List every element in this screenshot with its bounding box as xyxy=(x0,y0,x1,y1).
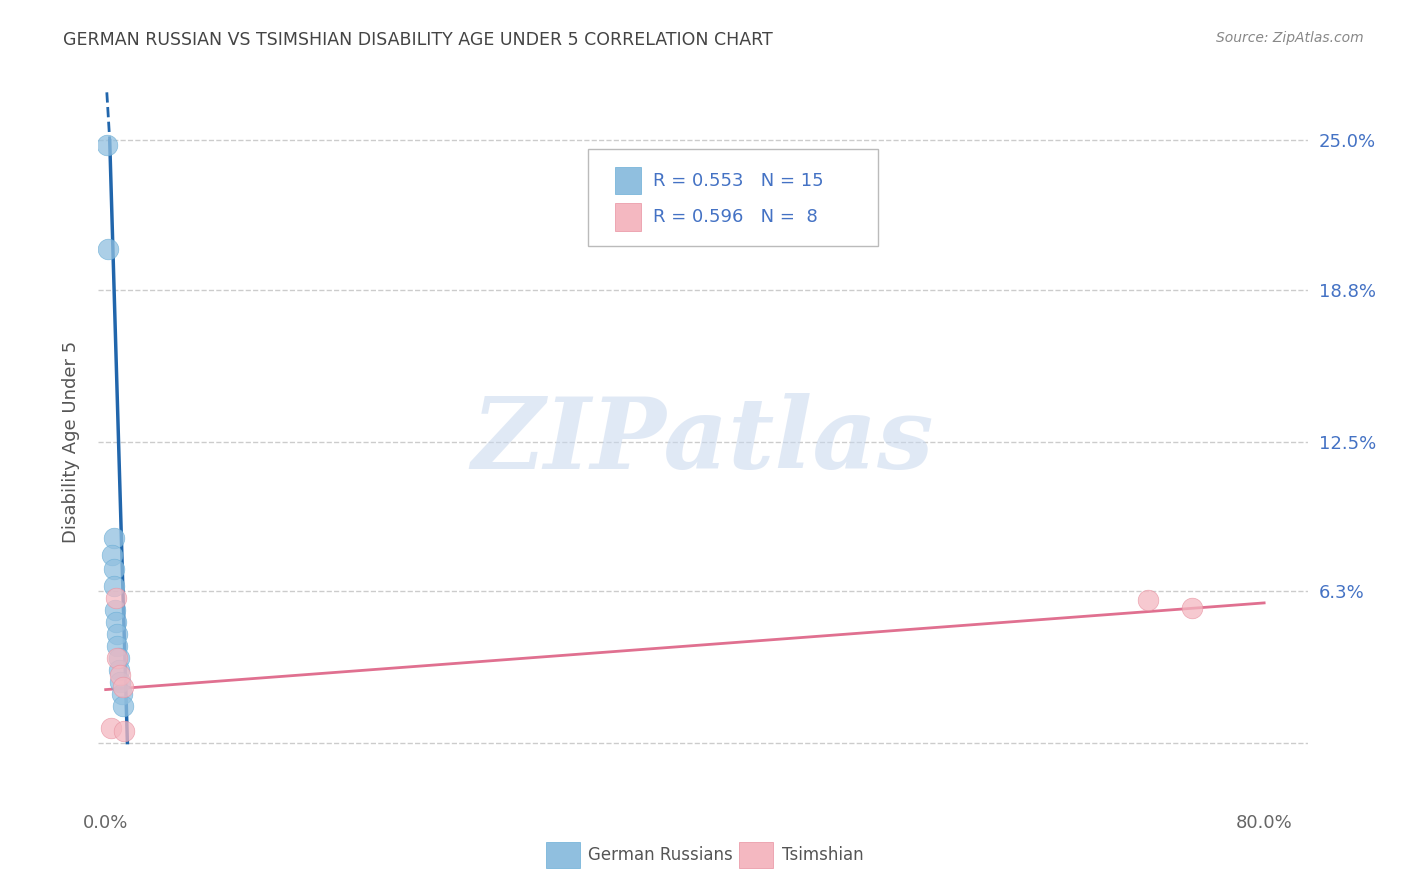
Text: R = 0.553   N = 15: R = 0.553 N = 15 xyxy=(654,172,824,190)
Point xyxy=(105,651,128,665)
Point xyxy=(108,664,131,678)
Point xyxy=(114,723,136,738)
Bar xyxy=(740,842,773,868)
Bar xyxy=(614,167,641,194)
Text: Tsimshian: Tsimshian xyxy=(782,846,863,863)
Point xyxy=(96,138,118,153)
Point xyxy=(1137,593,1160,607)
Bar xyxy=(546,842,579,868)
Text: GERMAN RUSSIAN VS TSIMSHIAN DISABILITY AGE UNDER 5 CORRELATION CHART: GERMAN RUSSIAN VS TSIMSHIAN DISABILITY A… xyxy=(63,31,773,49)
Bar xyxy=(614,203,641,230)
Text: R = 0.596   N =  8: R = 0.596 N = 8 xyxy=(654,208,818,226)
Text: German Russians: German Russians xyxy=(588,846,733,863)
Point xyxy=(104,615,127,630)
Point xyxy=(97,242,120,256)
Point xyxy=(104,603,127,617)
Point xyxy=(103,562,125,576)
Point xyxy=(104,591,127,606)
Point xyxy=(105,627,128,641)
Point xyxy=(101,548,124,562)
Point xyxy=(103,531,125,545)
Point xyxy=(112,680,135,694)
Point xyxy=(1181,600,1204,615)
Point xyxy=(107,651,129,665)
FancyBboxPatch shape xyxy=(588,149,879,246)
Point xyxy=(105,639,128,653)
Text: ZIPatlas: ZIPatlas xyxy=(472,393,934,490)
Point xyxy=(100,721,122,735)
Y-axis label: Disability Age Under 5: Disability Age Under 5 xyxy=(62,341,80,542)
Point xyxy=(108,675,131,690)
Point xyxy=(112,699,135,714)
Point xyxy=(110,687,132,701)
Text: Source: ZipAtlas.com: Source: ZipAtlas.com xyxy=(1216,31,1364,45)
Point xyxy=(103,579,125,593)
Point xyxy=(108,668,131,682)
